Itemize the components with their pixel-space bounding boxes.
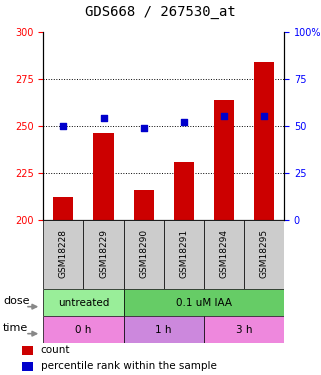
FancyBboxPatch shape xyxy=(43,289,124,316)
Point xyxy=(101,115,106,121)
Text: GDS668 / 267530_at: GDS668 / 267530_at xyxy=(85,5,236,19)
Text: 3 h: 3 h xyxy=(236,325,252,334)
Text: GSM18291: GSM18291 xyxy=(179,228,188,278)
Bar xyxy=(22,362,33,371)
Point xyxy=(181,119,186,125)
Point xyxy=(261,113,266,119)
Text: time: time xyxy=(3,323,29,333)
FancyBboxPatch shape xyxy=(83,220,124,289)
Text: GSM18228: GSM18228 xyxy=(59,228,68,278)
Text: GSM18294: GSM18294 xyxy=(219,228,229,278)
FancyBboxPatch shape xyxy=(124,289,284,316)
Bar xyxy=(22,346,33,355)
Text: 0 h: 0 h xyxy=(75,325,92,334)
Bar xyxy=(254,62,274,220)
Text: GSM18290: GSM18290 xyxy=(139,228,148,278)
Text: GSM18229: GSM18229 xyxy=(99,228,108,278)
Text: count: count xyxy=(41,345,70,355)
Text: 0.1 uM IAA: 0.1 uM IAA xyxy=(176,298,232,307)
Bar xyxy=(134,190,154,220)
Point xyxy=(61,123,66,129)
FancyBboxPatch shape xyxy=(204,220,244,289)
Bar xyxy=(174,162,194,220)
Text: dose: dose xyxy=(3,296,30,306)
FancyBboxPatch shape xyxy=(164,220,204,289)
FancyBboxPatch shape xyxy=(43,220,83,289)
Point xyxy=(221,113,226,119)
Text: percentile rank within the sample: percentile rank within the sample xyxy=(41,362,217,371)
FancyBboxPatch shape xyxy=(124,220,164,289)
Bar xyxy=(93,134,114,220)
Bar xyxy=(53,197,74,220)
FancyBboxPatch shape xyxy=(204,316,284,343)
Point xyxy=(141,125,146,131)
Text: GSM18295: GSM18295 xyxy=(259,228,269,278)
FancyBboxPatch shape xyxy=(43,316,124,343)
Bar xyxy=(214,99,234,220)
Text: 1 h: 1 h xyxy=(155,325,172,334)
FancyBboxPatch shape xyxy=(124,316,204,343)
Text: untreated: untreated xyxy=(58,298,109,307)
FancyBboxPatch shape xyxy=(244,220,284,289)
